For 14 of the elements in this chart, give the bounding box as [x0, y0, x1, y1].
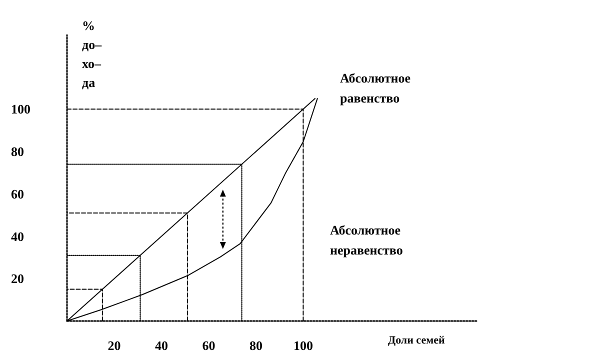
y-tick-label: 40 [11, 228, 24, 244]
y-tick-label: 60 [11, 186, 24, 202]
y-tick-label: 20 [11, 271, 24, 286]
x-tick-label: 60 [202, 338, 216, 353]
annotation: Абсолютное неравенство [330, 222, 403, 258]
y-tick-label: 100 [11, 102, 30, 117]
x-tick-label: 40 [154, 338, 168, 353]
x-axis-title: Доли семей [388, 334, 446, 346]
x-tick-label: 20 [108, 338, 121, 353]
y-tick-label: 80 [11, 144, 24, 160]
annotation: Абсолютное равенство [340, 70, 411, 106]
x-tick-label: 80 [249, 338, 262, 353]
y-axis-title: % до– хо– да [82, 18, 102, 90]
x-tick-label: 100 [293, 338, 313, 353]
